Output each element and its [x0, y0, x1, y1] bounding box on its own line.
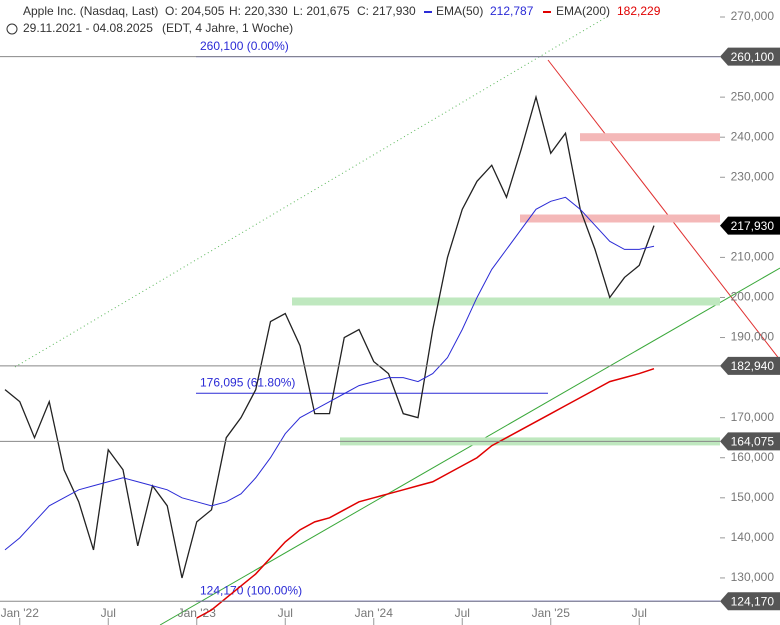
high: H: 220,330	[229, 4, 288, 18]
price-tag	[720, 216, 780, 235]
ema200-value: 182,229	[617, 4, 661, 18]
title: Apple Inc. (Nasdaq, Last)	[23, 4, 158, 18]
info: (EDT, 4 Jahre, 1 Woche)	[162, 21, 293, 35]
price-tag	[720, 592, 780, 611]
x-tick-label: Jul	[455, 606, 470, 620]
x-tick-label: Jan '23	[178, 606, 217, 620]
low: L: 201,675	[293, 4, 350, 18]
fib-label: 176,095 (61.80%)	[200, 375, 295, 389]
x-tick-label: Jan '24	[355, 606, 394, 620]
series-line	[4, 196, 655, 551]
legend-ema50: EMA(50)	[436, 4, 483, 18]
y-tick-label: 150,000	[731, 490, 775, 504]
price-tag	[720, 356, 780, 375]
series-line	[196, 367, 655, 619]
fib-label: 260,100 (0.00%)	[200, 39, 289, 53]
y-tick-label: 210,000	[731, 250, 775, 264]
price-tag	[720, 47, 780, 66]
x-tick-label: Jan '25	[532, 606, 571, 620]
y-tick-label: 200,000	[731, 290, 775, 304]
y-tick-label: 140,000	[731, 530, 775, 544]
close: C: 217,930	[357, 4, 416, 18]
date-range: 29.11.2021 - 04.08.2025	[23, 21, 153, 35]
x-tick-label: Jul	[278, 606, 293, 620]
y-tick-label: 130,000	[731, 570, 775, 584]
x-tick-label: Jul	[101, 606, 116, 620]
open: O: 204,505	[165, 4, 225, 18]
series-line	[4, 94, 655, 579]
legend-ema200: EMA(200)	[556, 4, 610, 18]
clock-icon	[6, 23, 18, 35]
y-tick-label: 270,000	[731, 9, 775, 23]
ema50-value: 212,787	[490, 4, 534, 18]
y-tick-label: 240,000	[731, 129, 775, 143]
trendline	[547, 59, 780, 361]
price-tag-label: 124,170	[731, 594, 775, 608]
x-tick-label: Jul	[632, 606, 647, 620]
y-tick-label: 160,000	[731, 450, 775, 464]
trendline	[159, 267, 780, 625]
price-tag-label: 217,930	[731, 219, 775, 233]
zone	[292, 297, 720, 306]
x-tick-label: Jan '22	[1, 606, 40, 620]
zone	[520, 214, 720, 223]
y-tick-label: 230,000	[731, 169, 775, 183]
price-tag-label: 182,940	[731, 359, 775, 373]
zone	[580, 133, 720, 142]
price-tag	[720, 432, 780, 451]
y-tick-label: 190,000	[731, 330, 775, 344]
fib-label: 124,170 (100.00%)	[200, 583, 302, 597]
y-tick-label: 170,000	[731, 410, 775, 424]
trendline	[14, 14, 611, 368]
price-tag-label: 260,100	[731, 50, 775, 64]
price-tag-label: 164,075	[731, 435, 775, 449]
y-tick-label: 250,000	[731, 89, 775, 103]
